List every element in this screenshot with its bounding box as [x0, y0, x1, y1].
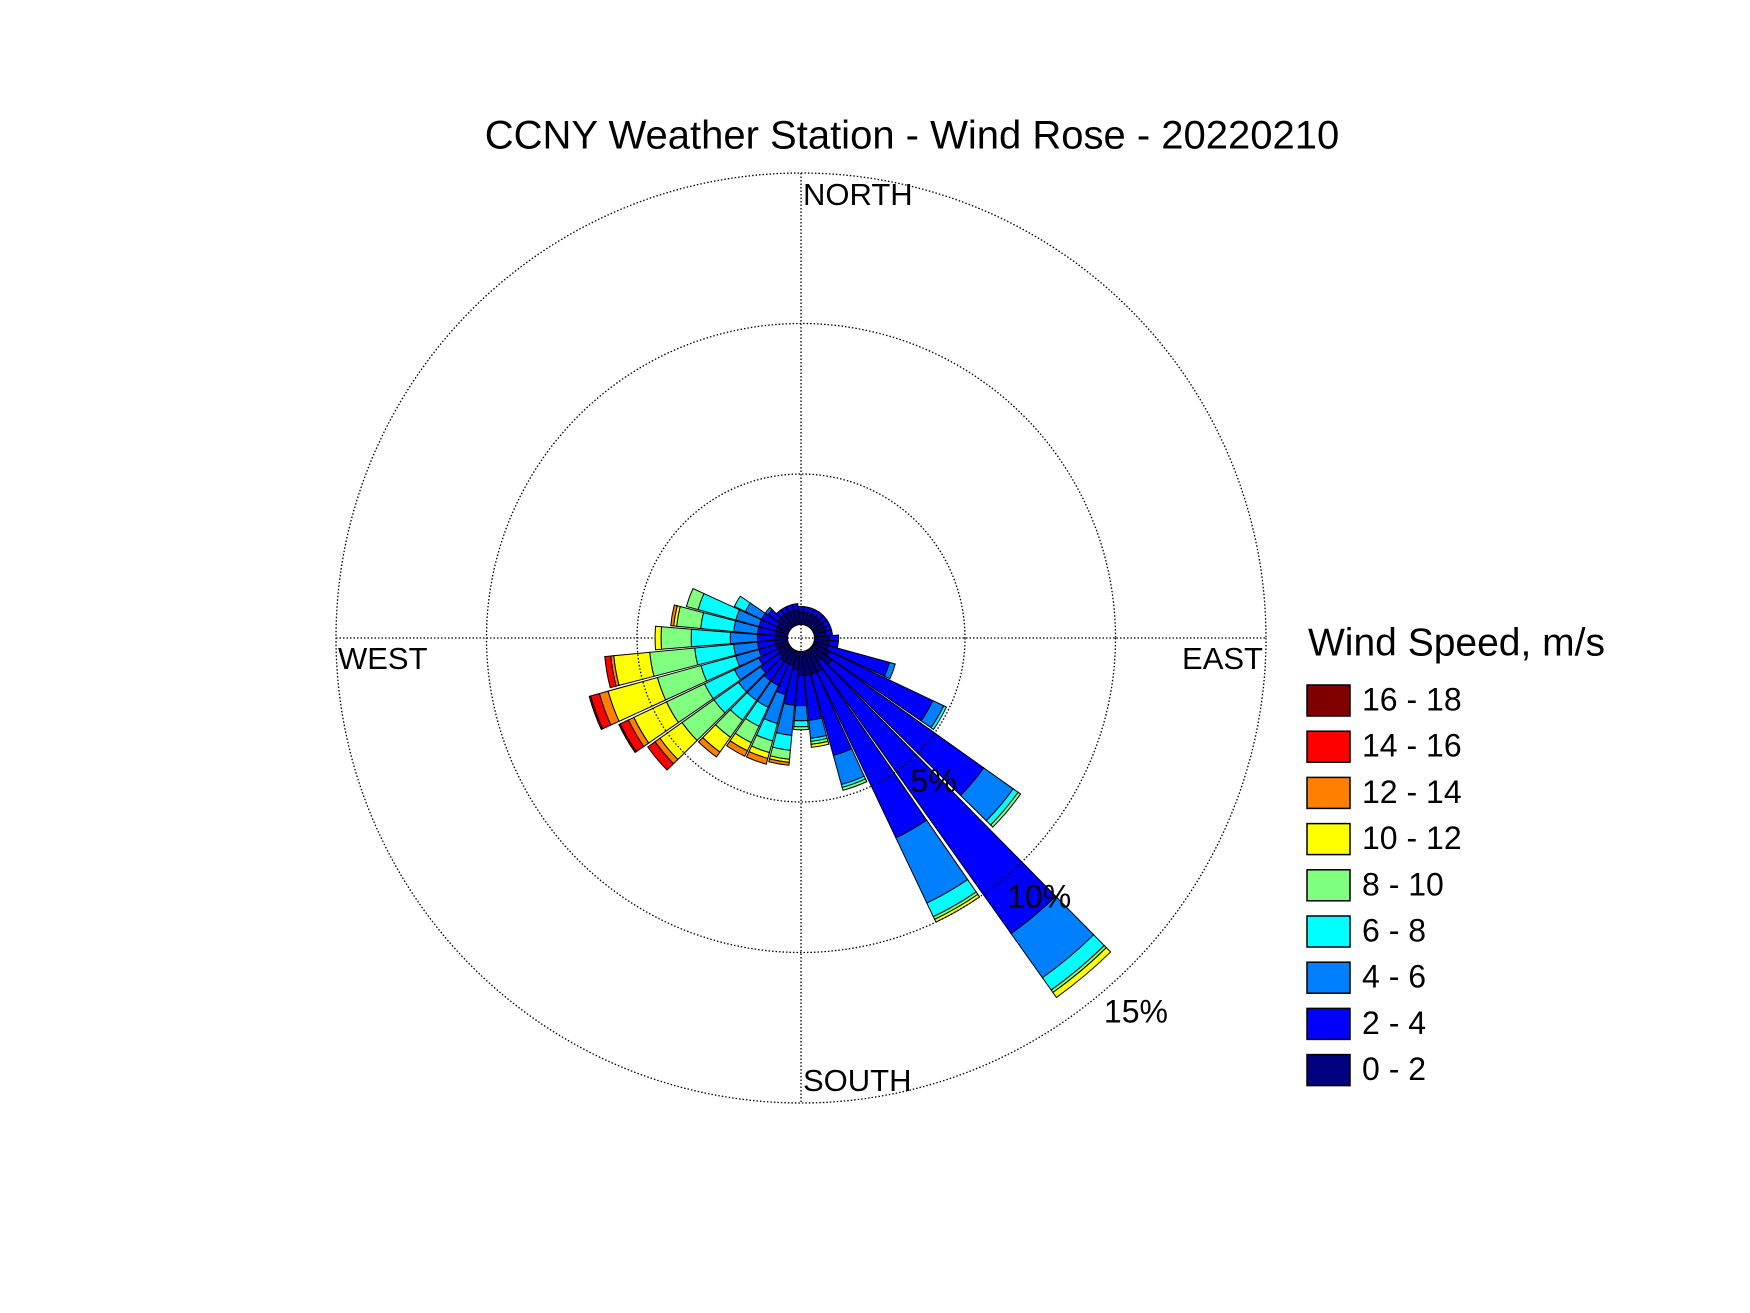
legend-title: Wind Speed, m/s [1308, 621, 1605, 664]
legend-label: 6 - 8 [1362, 912, 1426, 948]
wind-segment [797, 605, 805, 614]
grid-ring [335, 172, 1267, 1104]
chart-title: CCNY Weather Station - Wind Rose - 20220… [485, 114, 1340, 158]
wind-segment [745, 750, 769, 765]
wind-segment [733, 595, 751, 613]
legend-swatch [1306, 961, 1351, 994]
wind-segment [793, 725, 809, 731]
wind-segment [729, 631, 759, 645]
legend-label: 12 - 14 [1362, 774, 1462, 810]
wind-segment [654, 625, 663, 651]
legend-swatch [1306, 1007, 1351, 1041]
wind-segment [810, 740, 830, 748]
wind-segment [764, 606, 773, 616]
legend-label: 2 - 4 [1362, 1005, 1426, 1041]
wind-segment [690, 628, 732, 648]
grid-ring [485, 322, 1117, 954]
legend-label: 8 - 10 [1362, 866, 1444, 902]
wind-segment [828, 634, 840, 642]
legend-swatch [1306, 869, 1351, 902]
wind-segment [791, 603, 799, 611]
direction-label: SOUTH [803, 1063, 912, 1098]
wind-segment [660, 626, 693, 650]
wind-segment [697, 736, 721, 758]
r-tick-label: 10% [1007, 878, 1071, 914]
legend-swatch [1306, 684, 1351, 717]
legend-label: 14 - 16 [1362, 728, 1462, 764]
legend-swatch [1306, 1053, 1351, 1087]
direction-label: EAST [1182, 641, 1263, 676]
legend-label: 0 - 2 [1362, 1051, 1426, 1087]
legend-label: 10 - 12 [1362, 820, 1462, 856]
legend-swatch [1306, 915, 1351, 948]
legend-swatch [1306, 822, 1351, 856]
grid-ring [636, 473, 966, 803]
r-tick-label: 15% [1104, 994, 1168, 1030]
legend-label: 4 - 6 [1362, 959, 1426, 995]
wind-segment [725, 740, 749, 757]
wind-segment [646, 741, 675, 771]
wind-segment [989, 791, 1022, 828]
wind-segment [588, 695, 604, 731]
wind-segment [768, 758, 790, 766]
legend-swatch [1306, 776, 1351, 810]
wind-segment [685, 587, 705, 611]
wind-segment [618, 723, 637, 754]
wind-segment [883, 661, 896, 680]
wind-segment [793, 719, 809, 728]
direction-label: WEST [338, 641, 428, 676]
wind-segment [825, 629, 833, 637]
direction-label: NORTH [803, 177, 913, 212]
legend-label: 16 - 18 [1362, 681, 1462, 717]
wind-segment [841, 778, 868, 791]
wind-segment [1052, 946, 1112, 999]
wind-segment [670, 604, 678, 627]
r-tick-label: 5% [910, 763, 956, 799]
wind-segment [793, 704, 809, 722]
legend-swatch [1306, 730, 1351, 763]
